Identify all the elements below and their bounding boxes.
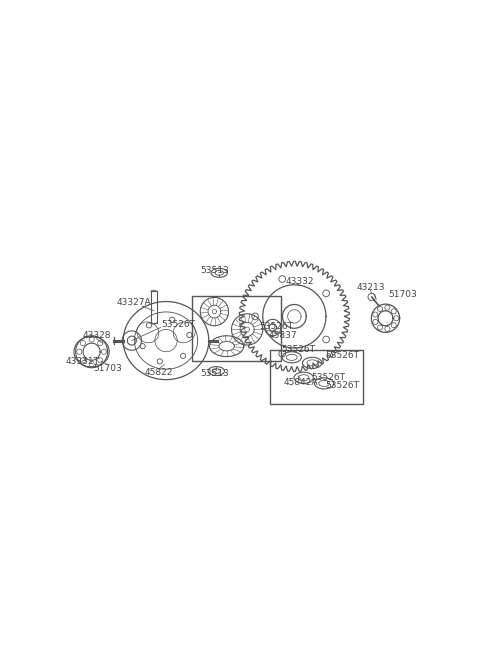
Text: 43331T: 43331T xyxy=(65,358,99,366)
Text: 51703: 51703 xyxy=(93,364,122,373)
Bar xyxy=(192,296,281,361)
Text: 53526T: 53526T xyxy=(161,320,195,329)
Text: 53526T: 53526T xyxy=(281,345,315,354)
Bar xyxy=(270,350,363,404)
Text: 43328: 43328 xyxy=(82,331,111,340)
Text: 53513: 53513 xyxy=(200,266,229,275)
Bar xyxy=(151,291,156,323)
Text: 53526T: 53526T xyxy=(326,380,360,390)
Text: 45837: 45837 xyxy=(268,331,297,340)
Text: 53526T: 53526T xyxy=(311,373,345,382)
Text: 53526T: 53526T xyxy=(260,322,293,331)
Text: 45822: 45822 xyxy=(144,369,173,377)
Text: 51703: 51703 xyxy=(388,289,417,298)
Text: 53513: 53513 xyxy=(200,369,229,379)
Text: 53526T: 53526T xyxy=(326,351,360,360)
Text: 43332: 43332 xyxy=(286,277,314,286)
Text: 43327A: 43327A xyxy=(116,298,151,307)
Text: 45842A: 45842A xyxy=(284,378,318,387)
Text: 43213: 43213 xyxy=(356,283,385,292)
